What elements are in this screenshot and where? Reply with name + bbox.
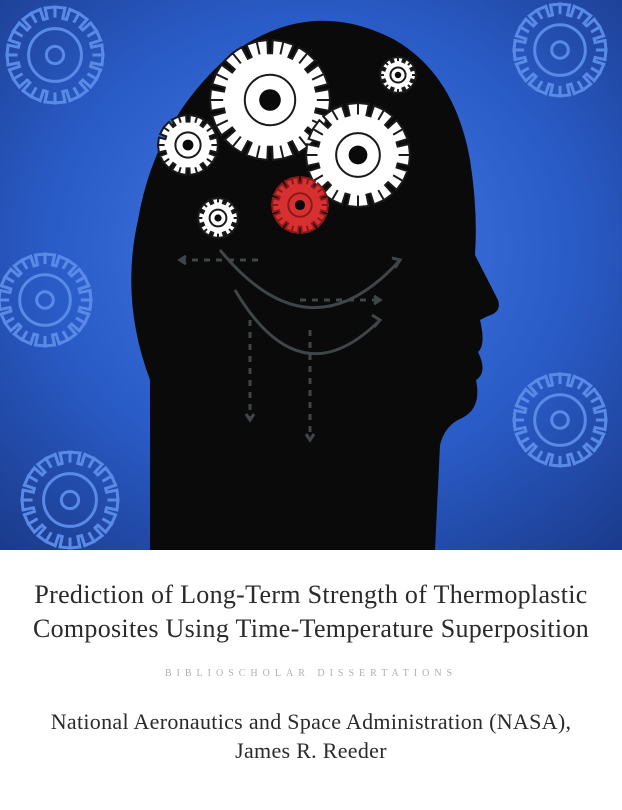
cover-illustration (0, 0, 622, 550)
book-authors: National Aeronautics and Space Administr… (30, 707, 592, 766)
cover-art (0, 0, 622, 550)
book-cover: Prediction of Long-Term Strength of Ther… (0, 0, 622, 810)
book-title: Prediction of Long-Term Strength of Ther… (30, 578, 592, 646)
series-label: BIBLIOSCHOLAR DISSERTATIONS (30, 668, 592, 679)
cover-text-block: Prediction of Long-Term Strength of Ther… (0, 550, 622, 810)
